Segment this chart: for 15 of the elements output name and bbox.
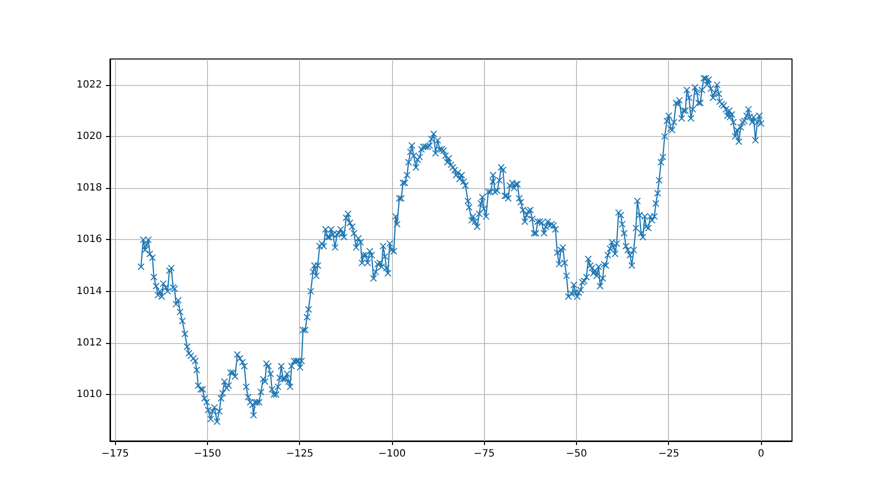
y-tick-label: 1010: [76, 389, 102, 400]
y-tick-label: 1020: [76, 130, 102, 142]
x-tick-label: −75: [474, 448, 495, 460]
y-tick-label: 1018: [76, 182, 102, 194]
y-tick-label: 1022: [76, 79, 102, 90]
x-tick-label: −25: [658, 448, 680, 460]
y-tick-label: 1016: [76, 234, 102, 246]
x-tick-label: −50: [566, 448, 588, 460]
x-tick-label: 0: [758, 448, 764, 460]
y-tick-label: 1014: [76, 286, 102, 297]
y-tick-label: 1012: [76, 337, 102, 348]
x-tick-label: −100: [378, 448, 406, 460]
x-tick-label: −150: [194, 448, 222, 460]
x-tick-label: −175: [101, 448, 129, 460]
x-tick-label: −125: [286, 448, 314, 460]
